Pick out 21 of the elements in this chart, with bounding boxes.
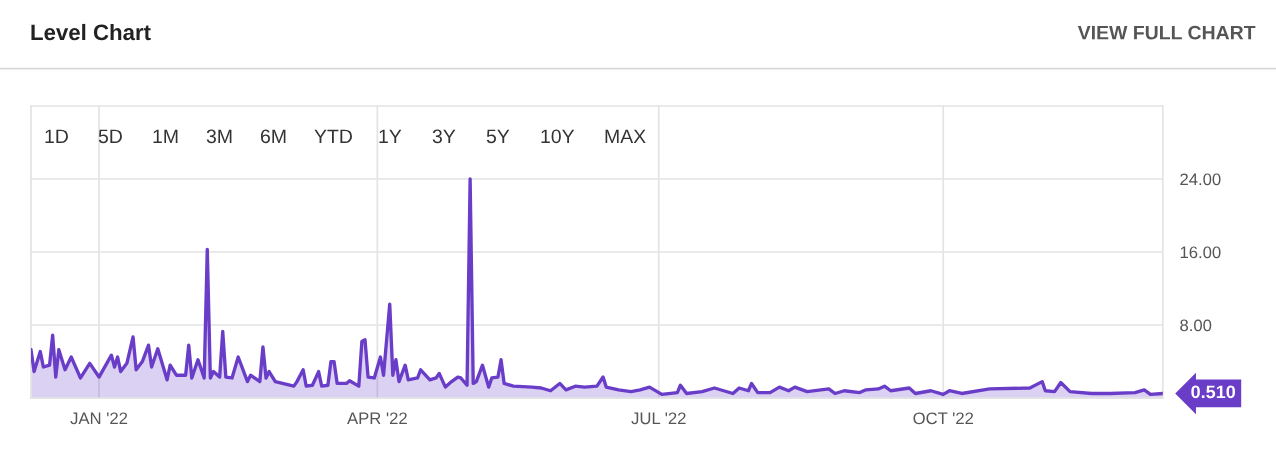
y-tick-label: 8.00 <box>1180 319 1212 332</box>
x-tick-label: JAN '22 <box>70 412 128 425</box>
annotation: 5Y <box>486 129 510 144</box>
x-tick-label: APR '22 <box>347 412 407 425</box>
y-tick-label: 16.00 <box>1180 246 1221 259</box>
annotation: 3Y <box>432 129 456 144</box>
chart-title: Level Chart <box>31 23 151 41</box>
text: VIEW FULL CHART <box>1077 25 1256 40</box>
annotation: MAX <box>605 129 646 144</box>
annotation: 1D <box>45 129 68 144</box>
annotation: 3M <box>206 129 232 144</box>
annotation: 1M <box>153 129 178 144</box>
annotation: 6M <box>260 129 286 144</box>
annotation: 5D <box>98 129 122 144</box>
annotation: 10Y <box>541 129 575 144</box>
y-tick-label: 24.00 <box>1180 173 1221 186</box>
annotation: 0.510 <box>1191 385 1236 399</box>
annotation: 1Y <box>379 129 402 144</box>
x-tick-label: OCT '22 <box>913 412 974 425</box>
annotation: YTD <box>314 129 352 144</box>
x-tick-label: JUL '22 <box>631 412 686 425</box>
